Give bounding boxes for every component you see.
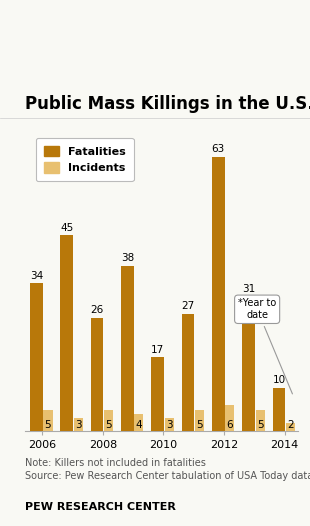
Bar bbox=[272, 388, 285, 431]
Text: 27: 27 bbox=[181, 301, 195, 311]
Text: 38: 38 bbox=[121, 253, 134, 263]
Bar bbox=[286, 422, 295, 431]
Text: 5: 5 bbox=[257, 420, 264, 430]
Text: 63: 63 bbox=[212, 144, 225, 154]
Bar bbox=[60, 235, 73, 431]
Legend: Fatalities, Incidents: Fatalities, Incidents bbox=[36, 138, 134, 181]
Bar bbox=[74, 418, 83, 431]
Bar bbox=[256, 410, 265, 431]
Bar bbox=[182, 313, 194, 431]
Bar bbox=[165, 418, 174, 431]
Text: Note: Killers not included in fatalities: Note: Killers not included in fatalities bbox=[25, 458, 206, 468]
Bar bbox=[151, 357, 164, 431]
Text: Source: Pew Research Center tabulation of USA Today data: Source: Pew Research Center tabulation o… bbox=[25, 471, 310, 481]
Text: 5: 5 bbox=[105, 420, 112, 430]
Text: 2: 2 bbox=[287, 420, 294, 430]
Text: 10: 10 bbox=[272, 375, 286, 385]
Text: *Year to
date: *Year to date bbox=[238, 298, 292, 394]
Bar bbox=[242, 296, 255, 431]
Bar bbox=[43, 410, 52, 431]
Text: 17: 17 bbox=[151, 345, 164, 355]
Text: 5: 5 bbox=[45, 420, 51, 430]
Bar bbox=[30, 283, 43, 431]
Bar bbox=[134, 414, 144, 431]
Text: Public Mass Killings in the U.S.: Public Mass Killings in the U.S. bbox=[25, 95, 310, 113]
Bar bbox=[104, 410, 113, 431]
Text: 5: 5 bbox=[196, 420, 203, 430]
Bar bbox=[195, 410, 204, 431]
Bar bbox=[212, 157, 225, 431]
Text: 45: 45 bbox=[60, 222, 73, 232]
Bar bbox=[91, 318, 104, 431]
Text: 4: 4 bbox=[135, 420, 142, 430]
Text: 3: 3 bbox=[75, 420, 82, 430]
Text: 34: 34 bbox=[30, 270, 43, 280]
Text: 26: 26 bbox=[91, 306, 104, 316]
Text: 3: 3 bbox=[166, 420, 173, 430]
Text: PEW RESEARCH CENTER: PEW RESEARCH CENTER bbox=[25, 502, 176, 512]
Bar bbox=[121, 266, 134, 431]
Text: 31: 31 bbox=[242, 284, 255, 294]
Text: 6: 6 bbox=[227, 420, 233, 430]
Bar bbox=[225, 405, 234, 431]
